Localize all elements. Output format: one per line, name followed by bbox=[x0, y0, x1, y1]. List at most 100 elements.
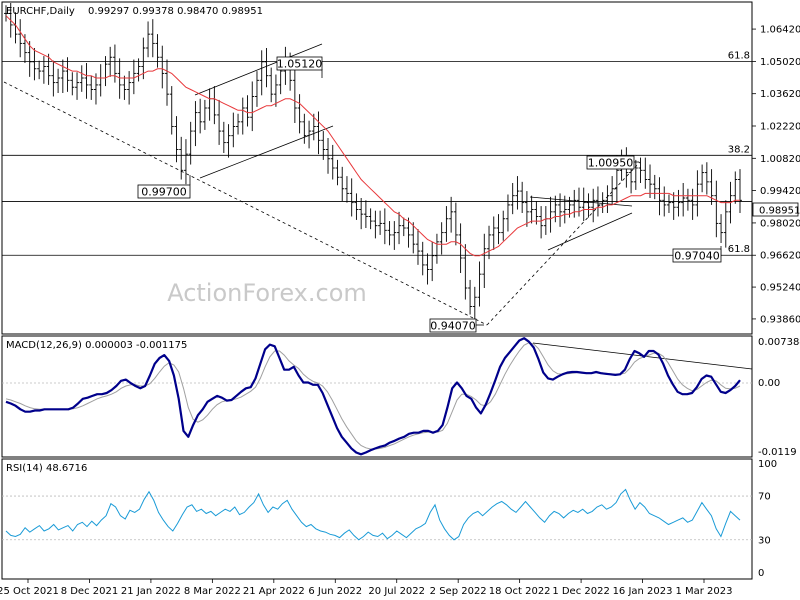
ohlc-bar bbox=[723, 200, 728, 248]
macd-ytick-top: 0.007384 bbox=[758, 337, 800, 348]
ohlc-bar bbox=[643, 157, 648, 189]
ohlc-bar bbox=[368, 208, 373, 230]
ohlc-bar bbox=[165, 59, 170, 106]
ohlc-bar bbox=[430, 241, 435, 282]
ohlc-bar bbox=[75, 72, 80, 100]
ohlc-bar bbox=[311, 113, 316, 141]
ohlc-bar bbox=[221, 121, 226, 153]
ohlc-bar bbox=[591, 188, 596, 223]
ohlc-bar bbox=[264, 48, 269, 88]
macd-ytick-zero: 0.00 bbox=[758, 378, 780, 389]
ohlc-bar bbox=[515, 176, 520, 210]
ohlc-bar bbox=[41, 56, 46, 84]
ohlc-bar bbox=[605, 185, 610, 213]
ohlc-bar bbox=[18, 19, 23, 58]
ohlc-bar bbox=[487, 225, 492, 260]
horizontal-level-label: 61.8 bbox=[728, 244, 750, 255]
macd-line bbox=[5, 337, 741, 456]
ohlc-bar bbox=[676, 189, 681, 217]
ohlc-bar bbox=[415, 229, 420, 265]
ohlc-bar bbox=[458, 223, 463, 273]
ohlc-bar bbox=[700, 164, 705, 193]
annotation-high-2-label: 1.00950 bbox=[588, 157, 634, 170]
x-tick-label: 18 Oct 2022 bbox=[489, 586, 551, 597]
ohlc-bar bbox=[160, 45, 165, 89]
price-ytick-label: 0.99420 bbox=[760, 186, 800, 197]
ohlc-bar bbox=[657, 177, 662, 216]
ohlc-bar bbox=[719, 214, 724, 243]
ohlc-bar bbox=[117, 58, 122, 99]
ohlc-bar bbox=[179, 136, 184, 180]
ohlc-bar bbox=[411, 222, 416, 254]
ohlc-bar bbox=[505, 194, 510, 232]
ohlc-bar bbox=[56, 68, 61, 93]
ohlc-bar bbox=[401, 217, 406, 237]
ohlc-bar bbox=[496, 214, 501, 245]
ohlc-bar bbox=[27, 41, 32, 77]
ohlc-bar bbox=[359, 198, 364, 230]
ohlc-bar bbox=[652, 174, 657, 200]
ohlc-bar bbox=[250, 81, 255, 132]
ohlc-bar bbox=[681, 183, 686, 217]
ohlc-bar bbox=[434, 233, 439, 264]
ohlc-bar bbox=[666, 194, 671, 213]
ohlc-bar bbox=[638, 157, 643, 183]
ohlc-bar bbox=[397, 211, 402, 245]
ohlc-bar bbox=[183, 139, 188, 185]
ohlc-bar bbox=[648, 164, 653, 198]
ohlc-bar bbox=[439, 222, 444, 255]
ohlc-bar bbox=[633, 159, 638, 190]
ohlc-bar bbox=[340, 166, 345, 202]
rsi-line bbox=[5, 488, 741, 541]
ohlc-bar bbox=[354, 193, 359, 220]
channel-upper-line bbox=[194, 43, 323, 96]
ohlc-bar bbox=[472, 286, 477, 320]
ohlc-bar bbox=[321, 131, 326, 160]
ohlc-bar bbox=[344, 176, 349, 203]
ohlc-bar bbox=[453, 202, 458, 246]
ohlc-bar bbox=[330, 144, 335, 180]
x-tick-label: 21 Apr 2022 bbox=[243, 586, 305, 597]
ohlc-bar bbox=[198, 98, 203, 134]
ohlc-bar bbox=[714, 180, 719, 238]
ohlc-bar bbox=[349, 178, 354, 217]
ohlc-bar bbox=[420, 241, 425, 276]
x-tick-label: 25 Oct 2021 bbox=[0, 586, 59, 597]
ohlc-bar bbox=[610, 176, 615, 205]
ohlc-bar bbox=[316, 111, 321, 155]
x-tick-label: 2 Sep 2022 bbox=[430, 586, 487, 597]
price-ytick-label: 0.93860 bbox=[760, 314, 800, 325]
ohlc-bar bbox=[136, 58, 141, 82]
ohlc-bar bbox=[236, 113, 241, 135]
triangle-upper-line bbox=[529, 196, 633, 207]
current-price-label: 0.98951 bbox=[759, 206, 800, 217]
price-ytick-label: 1.00820 bbox=[760, 154, 800, 165]
ohlc-bar bbox=[4, 5, 8, 22]
ohlc-bar bbox=[302, 113, 307, 144]
ohlc-bar bbox=[226, 124, 231, 158]
x-tick-label: 8 Mar 2022 bbox=[184, 586, 241, 597]
ohlc-bar bbox=[89, 75, 94, 100]
annotation-low-2: 0.97040 bbox=[672, 246, 722, 263]
annotation-low-3: 0.94070 bbox=[429, 318, 484, 333]
channel-lower-line bbox=[199, 125, 334, 179]
ohlc-bar bbox=[155, 34, 160, 68]
ohlc-readout: 0.99297 0.99378 0.98470 0.98951 bbox=[88, 6, 263, 17]
ohlc-bar bbox=[217, 99, 222, 145]
ohlc-bar bbox=[108, 46, 113, 77]
ohlc-bar bbox=[595, 186, 600, 217]
annotation-high-2: 1.00950 bbox=[586, 155, 639, 170]
ohlc-bar bbox=[510, 183, 515, 215]
horizontal-level-label: 61.8 bbox=[728, 50, 750, 61]
ohlc-bar bbox=[539, 206, 544, 239]
long-term-falling-trendline bbox=[3, 81, 488, 326]
x-tick-label: 1 Dec 2022 bbox=[552, 586, 610, 597]
rsi-title: RSI(14) 48.6716 bbox=[6, 463, 87, 474]
ohlc-bar bbox=[93, 73, 98, 105]
annotation-high-1-label: 1.05120 bbox=[277, 58, 323, 71]
ohlc-bar bbox=[193, 101, 198, 147]
rsi-ytick-label: 100 bbox=[758, 459, 777, 470]
x-tick-label: 6 Jun 2022 bbox=[308, 586, 362, 597]
price-panel-title: EURCHF,Daily bbox=[6, 6, 75, 17]
ohlc-bar bbox=[581, 187, 586, 222]
